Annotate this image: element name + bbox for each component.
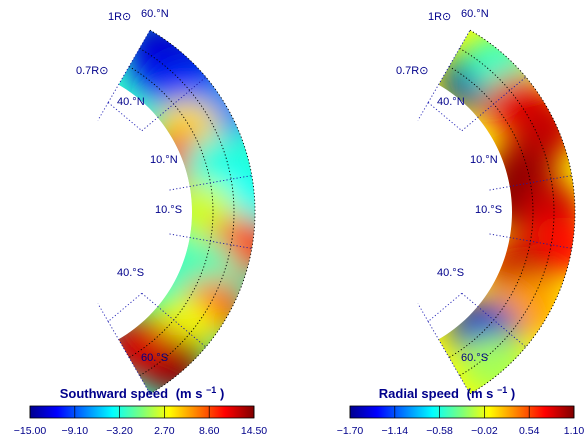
- lat-label-10s: 10.°S: [155, 204, 182, 216]
- wedge-edge: [417, 303, 429, 322]
- colorbar-tick-label: −0.02: [471, 425, 498, 437]
- lat-label-40n: 40.°N: [117, 96, 145, 108]
- latitude-line: [169, 175, 252, 191]
- radius-label-inner: 0.7R⊙: [396, 65, 428, 77]
- lat-label-60n: 60.°N: [461, 8, 489, 20]
- grid-lines: [417, 29, 576, 395]
- colorbar-tick-label: −3.20: [106, 425, 133, 437]
- latitude-line: [461, 76, 527, 132]
- latitude-line: [489, 175, 572, 191]
- radius-circle: [459, 47, 555, 377]
- wedge-edge: [417, 102, 429, 121]
- axis-labels: 1R⊙ 0.7R⊙ 60.°N 40.°N 10.°N 10.°S 40.°S …: [76, 8, 182, 364]
- colorbar-tick-label: 14.50: [241, 425, 267, 437]
- colorbar-tick-label: −1.14: [382, 425, 409, 437]
- lat-label-40s: 40.°S: [437, 267, 464, 279]
- latitude-line: [427, 321, 471, 395]
- latitude-line: [141, 76, 207, 132]
- lat-label-10s: 10.°S: [475, 204, 502, 216]
- outer-boundary: [469, 29, 576, 395]
- latitude-line: [489, 233, 572, 249]
- lat-label-10n: 10.°N: [470, 154, 498, 166]
- wedge-edge: [427, 292, 463, 322]
- lat-label-60s: 60.°S: [461, 352, 488, 364]
- latitude-line: [141, 292, 207, 348]
- colorbar-title: Radial speed (m s −1 ): [379, 381, 515, 401]
- radius-label-outer: 1R⊙: [428, 11, 451, 23]
- grid-lines: [97, 29, 256, 395]
- colorbar: Southward speed (m s −1 ) −15.00 −9.10 −3.…: [14, 381, 268, 437]
- radius-label-inner: 0.7R⊙: [76, 65, 108, 77]
- wedge-edge: [97, 303, 109, 322]
- lat-label-40s: 40.°S: [117, 267, 144, 279]
- colorbar-gradient: [29, 405, 255, 419]
- colorbar-gradient: [349, 405, 575, 419]
- radius-circle: [128, 66, 214, 358]
- lat-label-60s: 60.°S: [141, 352, 168, 364]
- lat-label-60n: 60.°N: [141, 8, 169, 20]
- colorbar-tick-label: −9.10: [62, 425, 89, 437]
- colorbar-tick-label: −1.70: [337, 425, 364, 437]
- colorbar-tick-label: 8.60: [199, 425, 220, 437]
- wedge-edge: [107, 102, 143, 132]
- colorbar-title: Southward speed (m s −1 ): [60, 381, 225, 401]
- colorbar-tick-label: −0.58: [426, 425, 453, 437]
- colorbar-tick-label: 1.10: [564, 425, 585, 437]
- wedge-edge: [107, 292, 143, 322]
- colorbar: Radial speed (m s −1 ) −1.70 −1.14 −0.58 −0…: [337, 381, 585, 437]
- radius-circle: [139, 47, 235, 377]
- latitude-line: [169, 233, 252, 249]
- axis-labels: 1R⊙ 0.7R⊙ 60.°N 40.°N 10.°N 10.°S 40.°S …: [396, 8, 502, 364]
- colorbar-tick-label: 2.70: [154, 425, 175, 437]
- wedge-edge: [97, 102, 109, 121]
- panel-southward: 1R⊙ 0.7R⊙ 60.°N 40.°N 10.°N 10.°S 40.°S …: [14, 8, 268, 437]
- latitude-line: [107, 321, 151, 395]
- wedge-edge: [427, 102, 463, 132]
- panel-radial: 1R⊙ 0.7R⊙ 60.°N 40.°N 10.°N 10.°S 40.°S …: [337, 8, 585, 437]
- radius-label-outer: 1R⊙: [108, 11, 131, 23]
- colorbar-tick-label: 0.54: [519, 425, 540, 437]
- field-sample: [118, 316, 173, 377]
- latitude-line: [461, 292, 527, 348]
- colorbar-tick-label: −15.00: [14, 425, 47, 437]
- radius-circle: [448, 66, 534, 358]
- outer-boundary: [149, 29, 256, 395]
- lat-label-40n: 40.°N: [437, 96, 465, 108]
- latitude-line: [427, 29, 471, 103]
- lat-label-10n: 10.°N: [150, 154, 178, 166]
- latitude-line: [107, 29, 151, 103]
